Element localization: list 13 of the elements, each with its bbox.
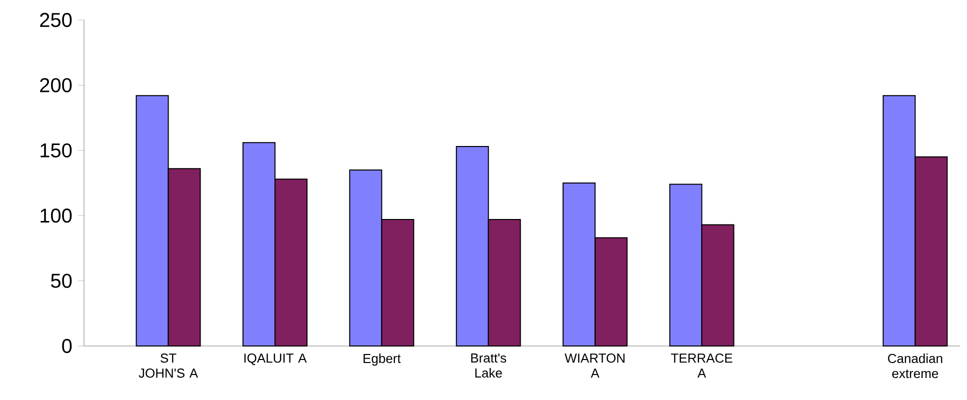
y-tick-label: 0 — [62, 338, 72, 354]
x-tick-label: Bratt's Lake — [471, 354, 506, 378]
x-tick-label: TERRACE A — [671, 354, 732, 378]
x-tick-label: IQALUIT A — [244, 354, 307, 366]
y-tick-label: 150 — [40, 143, 72, 158]
x-tick-label: Egbert — [364, 354, 401, 366]
x-tick-label: WIARTON A — [564, 354, 624, 378]
y-tick-label: 250 — [40, 12, 72, 28]
x-tick-label: ST JOHN'S A — [138, 354, 198, 378]
y-tick-label: 50 — [51, 274, 72, 288]
x-tick-label: Canadian extreme — [888, 354, 942, 378]
y-tick-label: 100 — [40, 208, 72, 223]
y-tick-label: 200 — [40, 78, 72, 92]
